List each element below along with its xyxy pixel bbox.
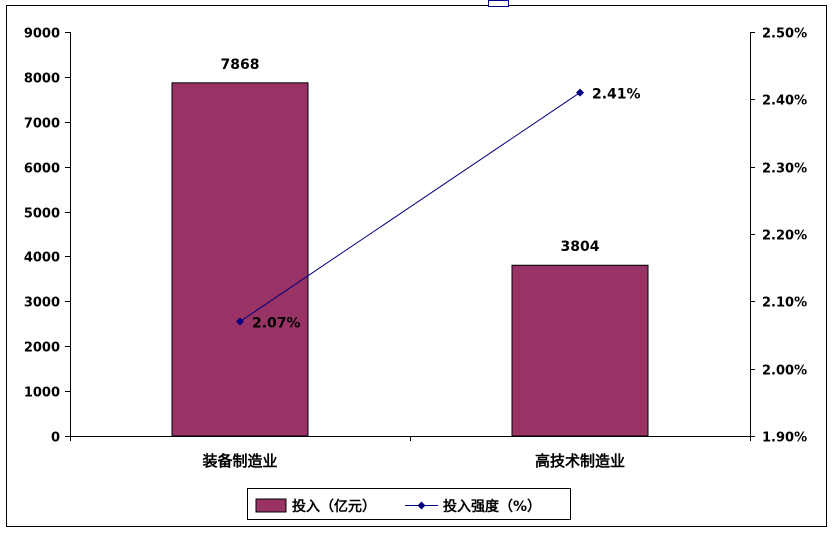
y-left-tick-label: 5000 xyxy=(24,207,60,222)
data-labels: 7868 3804 2.07% 2.41% xyxy=(221,57,641,332)
line-data-label: 2.41% xyxy=(592,87,641,103)
y-right-tick-label: 2.30% xyxy=(762,162,807,177)
y-left-tick-label: 8000 xyxy=(24,72,60,87)
line-point xyxy=(576,88,584,97)
y-right-tick-label: 2.50% xyxy=(762,27,807,42)
intensity-line xyxy=(239,92,581,322)
bar-series xyxy=(171,82,649,437)
bar-data-label: 3804 xyxy=(561,239,600,255)
legend-label-intensity: 投入强度（%） xyxy=(443,498,541,515)
legend-label-investment: 投入（亿元） xyxy=(292,498,376,515)
legend: 投入（亿元） 投入强度（%） xyxy=(247,488,571,520)
y-left-tick-label: 4000 xyxy=(24,251,60,266)
legend-box xyxy=(247,488,571,520)
legend-marker-diamond-icon xyxy=(417,501,426,510)
y-right-tick-label: 2.00% xyxy=(762,364,807,379)
chart-frame xyxy=(6,5,827,527)
chart-selection-handle xyxy=(488,0,509,7)
x-category-label: 高技术制造业 xyxy=(535,452,625,470)
bar-data-label: 7868 xyxy=(221,57,260,73)
bar xyxy=(511,264,649,437)
y-right-tick-label: 1.90% xyxy=(762,431,807,446)
y-left-tick-label: 3000 xyxy=(24,296,60,311)
y-left-tick-label: 7000 xyxy=(24,117,60,132)
line-series xyxy=(236,88,584,326)
y-left-tick-label: 0 xyxy=(51,431,60,446)
bar xyxy=(171,82,309,437)
y-left-tick-label: 1000 xyxy=(24,386,60,401)
y-right-tick-label: 2.40% xyxy=(762,94,807,109)
line-point xyxy=(236,317,244,326)
y-right-tick-label: 2.20% xyxy=(762,229,807,244)
y-right-tick-label: 2.10% xyxy=(762,296,807,311)
legend-swatch-bar xyxy=(255,498,287,513)
line-data-label: 2.07% xyxy=(252,316,301,332)
y-left-tick-label: 6000 xyxy=(24,162,60,177)
x-category-label: 装备制造业 xyxy=(201,452,277,470)
y-left-tick-label: 2000 xyxy=(24,341,60,356)
y-left-tick-label: 9000 xyxy=(24,27,60,42)
axes: 0 1000 2000 3000 4000 5000 6000 7000 8000 9000 1.9… xyxy=(24,27,807,471)
